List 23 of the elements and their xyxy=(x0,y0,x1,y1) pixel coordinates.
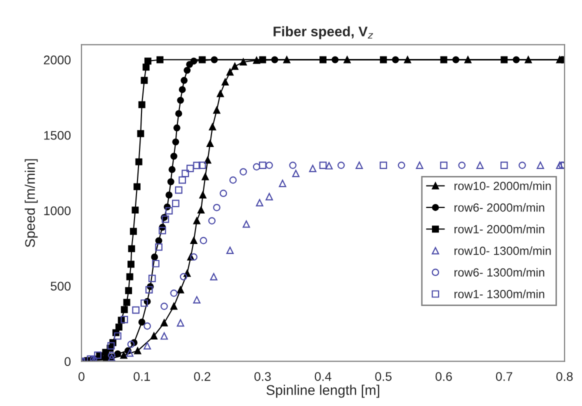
y-axis-title: Speed [m/min] xyxy=(24,159,38,248)
y-tick-label: 1500 xyxy=(44,130,71,140)
legend-label: row10- 2000m/min xyxy=(454,181,551,190)
x-tick-label: 0 xyxy=(78,372,84,381)
legend-label: row1- 2000m/min xyxy=(454,224,544,234)
x-tick-label: 0.5 xyxy=(375,372,392,381)
y-tick-label: 0 xyxy=(64,357,71,366)
y-tick-label: 1000 xyxy=(44,206,71,216)
x-tick-label: 0.2 xyxy=(194,372,210,381)
chart-title: Fiber speed, V$_{z}$ xyxy=(274,26,374,40)
y-tick-label: 2000 xyxy=(44,56,71,64)
x-tick-label: 0.6 xyxy=(436,372,452,381)
x-tick-label: 0.8 xyxy=(556,372,573,381)
legend-label: row6- 1300m/min xyxy=(454,268,544,277)
x-tick-label: 0.7 xyxy=(496,372,512,381)
x-axis-title: Spinline length [m] xyxy=(266,384,380,398)
x-tick-label: 0.1 xyxy=(134,372,150,381)
legend-label: row1- 1300m/min xyxy=(454,290,544,298)
x-tick-label: 0.3 xyxy=(254,372,271,381)
legend-label: row6- 2000m/min xyxy=(454,203,544,212)
x-tick-label: 0.4 xyxy=(314,372,332,381)
y-tick-label: 500 xyxy=(50,282,71,291)
legend-label: row10- 1300m/min xyxy=(454,246,551,255)
